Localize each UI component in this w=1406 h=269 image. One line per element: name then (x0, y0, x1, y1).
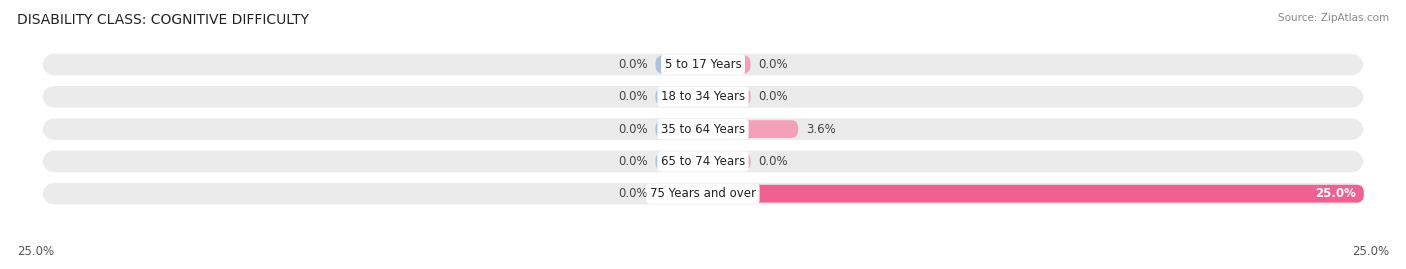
Text: 25.0%: 25.0% (1315, 187, 1355, 200)
Text: 0.0%: 0.0% (617, 123, 648, 136)
Text: 35 to 64 Years: 35 to 64 Years (661, 123, 745, 136)
FancyBboxPatch shape (655, 56, 703, 73)
FancyBboxPatch shape (42, 86, 1364, 108)
Text: 65 to 74 Years: 65 to 74 Years (661, 155, 745, 168)
FancyBboxPatch shape (655, 185, 703, 203)
Text: 0.0%: 0.0% (617, 187, 648, 200)
Legend: Male, Female: Male, Female (641, 266, 765, 269)
FancyBboxPatch shape (42, 183, 1364, 204)
FancyBboxPatch shape (42, 151, 1364, 172)
FancyBboxPatch shape (655, 120, 703, 138)
FancyBboxPatch shape (42, 118, 1364, 140)
FancyBboxPatch shape (703, 88, 751, 106)
FancyBboxPatch shape (655, 88, 703, 106)
Text: DISABILITY CLASS: COGNITIVE DIFFICULTY: DISABILITY CLASS: COGNITIVE DIFFICULTY (17, 13, 309, 27)
Text: Source: ZipAtlas.com: Source: ZipAtlas.com (1278, 13, 1389, 23)
Text: 75 Years and over: 75 Years and over (650, 187, 756, 200)
Text: 0.0%: 0.0% (617, 90, 648, 103)
Text: 25.0%: 25.0% (17, 245, 53, 258)
Text: 25.0%: 25.0% (1353, 245, 1389, 258)
Text: 3.6%: 3.6% (806, 123, 835, 136)
FancyBboxPatch shape (703, 153, 751, 170)
FancyBboxPatch shape (42, 54, 1364, 75)
Text: 0.0%: 0.0% (617, 155, 648, 168)
Text: 0.0%: 0.0% (758, 90, 789, 103)
FancyBboxPatch shape (703, 185, 1364, 203)
FancyBboxPatch shape (703, 56, 751, 73)
Text: 18 to 34 Years: 18 to 34 Years (661, 90, 745, 103)
Text: 0.0%: 0.0% (758, 58, 789, 71)
FancyBboxPatch shape (703, 120, 799, 138)
Text: 0.0%: 0.0% (758, 155, 789, 168)
Text: 0.0%: 0.0% (617, 58, 648, 71)
Text: 5 to 17 Years: 5 to 17 Years (665, 58, 741, 71)
FancyBboxPatch shape (655, 153, 703, 170)
